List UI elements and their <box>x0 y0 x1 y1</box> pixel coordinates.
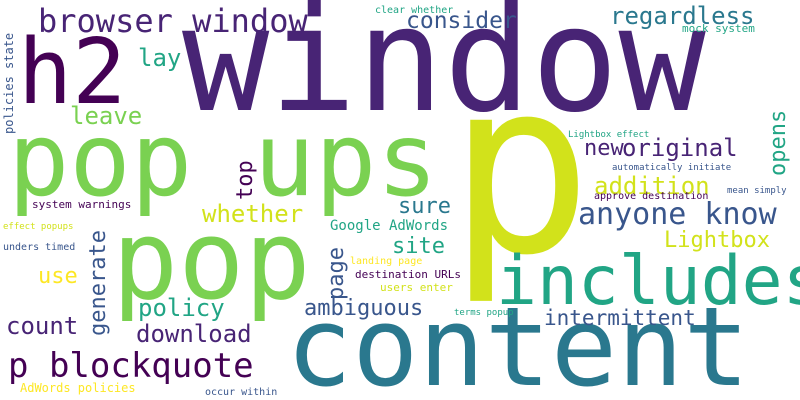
word-sure: sure <box>398 194 451 219</box>
word-regardless: regardless <box>610 2 755 30</box>
word-automatically-initiate: automatically initiate <box>612 163 732 173</box>
word-system-warnings: system warnings <box>32 198 132 211</box>
word-use: use <box>38 264 78 289</box>
word-content: content <box>286 283 750 400</box>
word-occur-within: occur within <box>205 387 278 398</box>
word-mean-simply: mean simply <box>727 186 787 196</box>
word-lightbox-effect: Lightbox effect <box>568 130 650 140</box>
word-pop: pop <box>112 196 311 324</box>
word-p-blockquote: p blockquote <box>8 346 254 386</box>
word-mock-system: mock system <box>682 22 755 35</box>
word-top: top <box>233 160 258 200</box>
word-users-enter: users enter <box>380 281 453 294</box>
word-new: new <box>584 136 624 161</box>
word-leave: leave <box>70 102 143 130</box>
word-google-adwords: Google AdWords <box>330 218 449 234</box>
word-h2: h2 <box>18 20 127 125</box>
word-policy: policy <box>138 294 225 322</box>
word-policies-state: policies state <box>2 32 16 134</box>
word-effect-popups: effect popups <box>3 222 74 232</box>
word-adwords-policies: AdWords policies <box>20 381 136 395</box>
word-count: count <box>6 312 79 340</box>
word-window: window <box>182 0 706 145</box>
word-ambiguous: ambiguous <box>304 296 424 321</box>
word-includes: includes <box>496 242 800 321</box>
word-p: p <box>448 28 593 308</box>
word-intermittent: intermittent <box>544 306 696 330</box>
word-browser-window: browser window <box>38 2 308 40</box>
word-site: site <box>392 234 445 259</box>
word-pop-ups: pop ups <box>8 101 438 220</box>
word-unders-timed: unders timed <box>3 242 76 253</box>
word-opens: opens <box>766 109 791 176</box>
word-lay: lay <box>138 44 182 72</box>
word-consider: consider <box>406 8 517 34</box>
word-download: download <box>136 320 252 348</box>
word-destination-urls: destination URLs <box>355 268 461 281</box>
word-page: page <box>324 247 349 300</box>
word-terms-popup: terms popup <box>454 308 514 318</box>
word-generate: generate <box>86 230 111 336</box>
word-clear-whether: clear whether <box>375 5 454 16</box>
word-whether: whether <box>202 200 304 228</box>
word-original: original <box>622 134 738 162</box>
word-approve-destination: approve destination <box>594 191 709 202</box>
word-addition: addition <box>594 172 710 200</box>
word-landing-page: landing page <box>350 256 423 267</box>
word-lightbox: Lightbox <box>664 228 770 253</box>
word-anyone-know: anyone know <box>578 197 777 232</box>
